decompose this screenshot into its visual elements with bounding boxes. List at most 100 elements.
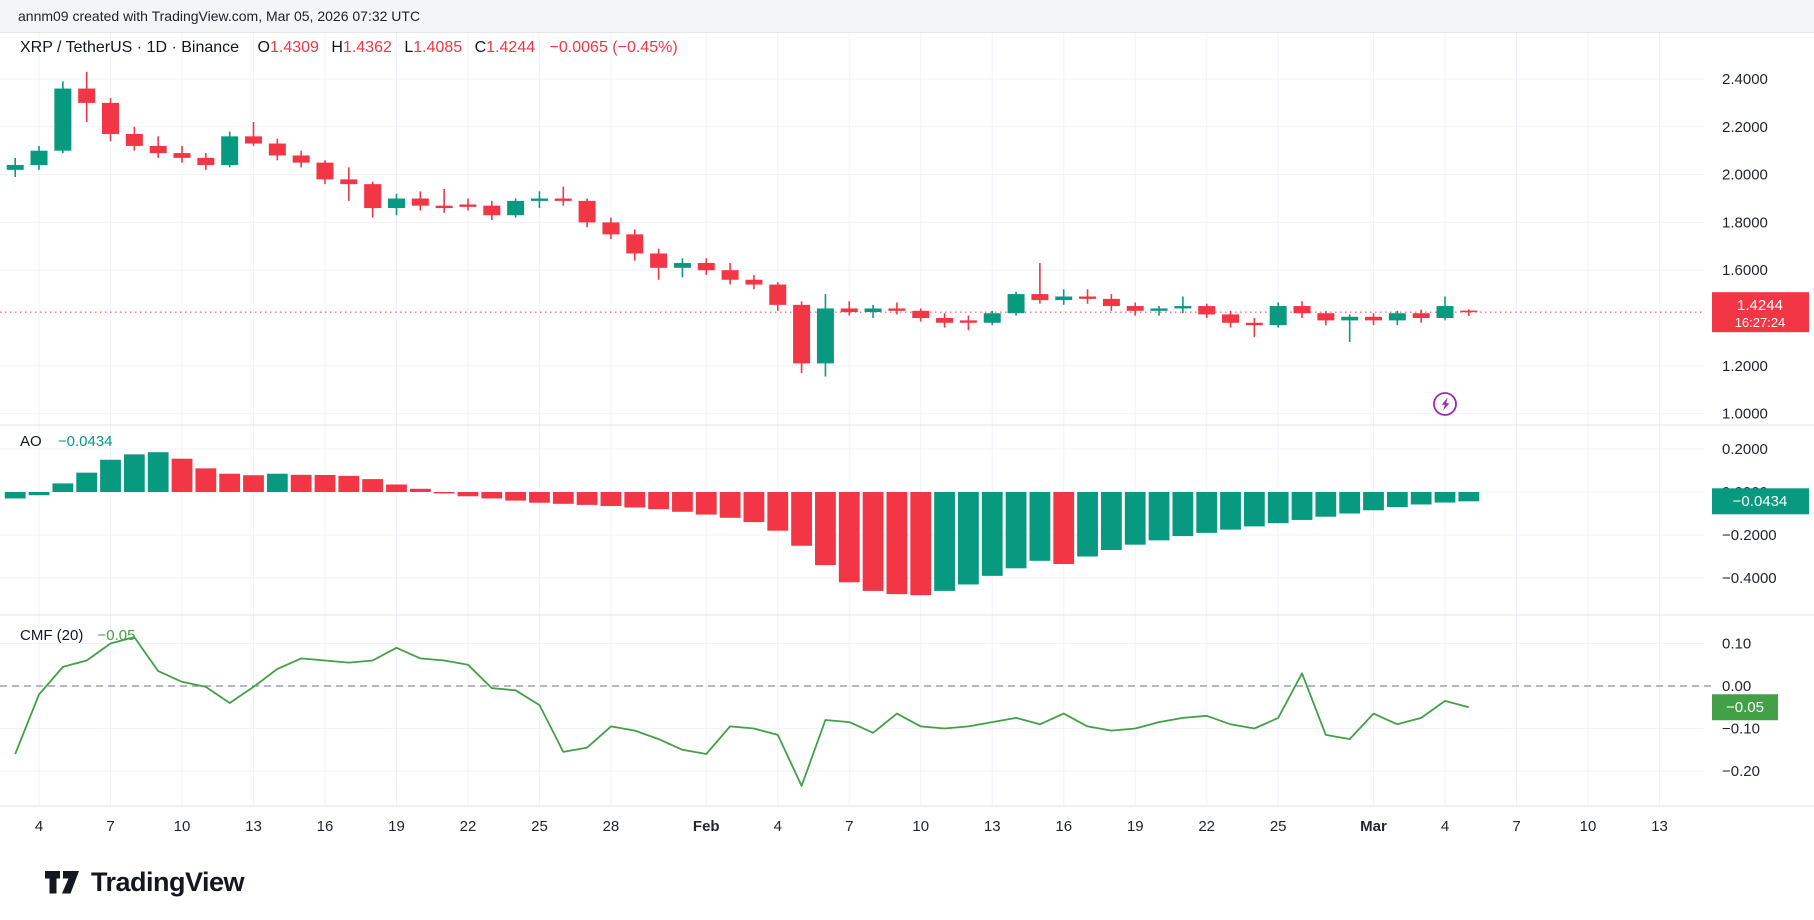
ao-bar	[529, 492, 550, 503]
candle	[840, 301, 858, 316]
candle	[340, 167, 358, 201]
low-value: 1.4085	[413, 39, 462, 56]
ao-bar	[314, 475, 336, 492]
candle	[578, 198, 596, 228]
candle	[697, 258, 715, 275]
ao-label[interactable]: AO	[20, 433, 42, 450]
ao-badge-value: −0.0434	[1733, 493, 1788, 510]
ao-bar	[505, 492, 527, 501]
ao-bar	[1148, 492, 1170, 541]
ao-bar	[195, 468, 217, 492]
time-axis-tick: 4	[35, 818, 43, 835]
ao-bar	[1243, 492, 1265, 527]
chart-canvas[interactable]: 2.4000 2.2000 2.0000 1.8000 1.6000 1.2000 1.00…	[0, 33, 1814, 845]
ao-bar	[672, 492, 693, 512]
symbol-title[interactable]: XRP / TetherUS · 1D · Binance	[20, 39, 239, 56]
time-axis[interactable]: 4 7 10 13 16 19 22 25 28 Feb 4 7 10 13 16 19 22 25 Mar 4 7 10…	[35, 818, 1668, 835]
ao-bar	[1410, 492, 1432, 505]
candle	[78, 71, 96, 123]
candle	[1126, 302, 1144, 316]
time-axis-tick: 10	[912, 818, 929, 835]
candle	[1412, 309, 1430, 323]
high-label: H	[331, 39, 343, 56]
attribution-text: annm09 created with TradingView.com, Mar…	[18, 8, 421, 24]
ao-bar	[386, 484, 407, 492]
price-axis-tick: 2.4000	[1722, 71, 1768, 88]
ao-bar	[719, 492, 741, 518]
candle	[221, 131, 239, 168]
candle	[1388, 310, 1406, 326]
time-axis-tick: 19	[388, 818, 405, 835]
time-axis-tick: 10	[174, 818, 191, 835]
cmf-value: −0.05	[98, 627, 136, 644]
cmf-label[interactable]: CMF (20)	[20, 627, 83, 644]
tradingview-logo-icon	[45, 870, 79, 893]
cmf-legend[interactable]: CMF (20) −0.05	[20, 627, 135, 644]
ao-bar	[52, 483, 74, 492]
ao-histogram[interactable]	[4, 452, 1480, 596]
time-axis-tick: Feb	[693, 818, 720, 835]
ao-bar	[4, 492, 26, 499]
ao-bar	[600, 492, 622, 506]
candle	[888, 302, 906, 315]
ao-bar	[1029, 492, 1051, 561]
ao-bar	[815, 492, 836, 566]
price-axis-tick: 2.2000	[1722, 119, 1768, 136]
ao-bar	[1220, 492, 1241, 530]
panel-separators[interactable]	[0, 424, 1814, 807]
ao-bar	[1172, 492, 1194, 537]
candle	[197, 153, 215, 170]
candle	[1341, 314, 1359, 342]
ao-bar	[1291, 492, 1313, 520]
ao-bar	[862, 492, 884, 591]
ao-bar	[1077, 492, 1098, 557]
time-axis-tick: 4	[774, 818, 782, 835]
ao-bar	[362, 479, 384, 492]
ao-bar	[695, 492, 717, 515]
tradingview-logo[interactable]: TradingView	[45, 867, 245, 898]
candle	[1007, 291, 1025, 316]
candlestick-series[interactable]	[6, 71, 1478, 377]
ao-bar	[1100, 492, 1122, 551]
time-axis-tick: 7	[1512, 818, 1520, 835]
candle	[102, 98, 120, 142]
time-axis-tick: 25	[531, 818, 548, 835]
candle	[745, 274, 763, 290]
candle	[1031, 263, 1049, 304]
ao-bar	[934, 492, 955, 591]
last-price-badge	[1712, 292, 1809, 333]
close-label: C	[475, 39, 487, 56]
time-axis-tick: 16	[1055, 818, 1072, 835]
price-axis-tick: 1.0000	[1722, 406, 1768, 423]
ao-bar	[457, 492, 479, 497]
flash-icon[interactable]	[1433, 392, 1457, 416]
time-axis-tick: 13	[984, 818, 1001, 835]
candle	[411, 191, 429, 211]
ao-axis-tick: −0.4000	[1722, 570, 1777, 587]
ao-bar	[1196, 492, 1218, 533]
chart-area[interactable]: 2.4000 2.2000 2.0000 1.8000 1.6000 1.2000 1.00…	[0, 33, 1814, 845]
candle	[1102, 294, 1120, 311]
candle	[54, 81, 72, 154]
candle	[173, 145, 191, 163]
cmf-line[interactable]	[14, 636, 1470, 787]
price-axis-tick: 2.0000	[1722, 167, 1768, 184]
ao-legend[interactable]: AO −0.0434	[20, 433, 113, 450]
ao-bar	[767, 492, 789, 531]
ao-bar	[743, 492, 765, 523]
ao-bar	[243, 475, 264, 492]
symbol-legend[interactable]: XRP / TetherUS · 1D · Binance O1.4309 H1…	[20, 39, 678, 56]
candle	[864, 304, 882, 318]
cmf-axis-tick: −0.10	[1722, 721, 1760, 738]
high-value: 1.4362	[343, 39, 392, 56]
time-axis-tick: 28	[603, 818, 620, 835]
ao-bar	[958, 492, 979, 585]
time-axis-tick: 13	[1651, 818, 1668, 835]
cmf-badge-value: −0.05	[1726, 699, 1764, 716]
ao-bar	[1363, 492, 1384, 511]
candle	[387, 193, 405, 216]
ao-bar	[219, 473, 241, 492]
ao-badge	[1712, 488, 1809, 515]
candle	[364, 181, 382, 218]
candle	[983, 310, 1001, 326]
